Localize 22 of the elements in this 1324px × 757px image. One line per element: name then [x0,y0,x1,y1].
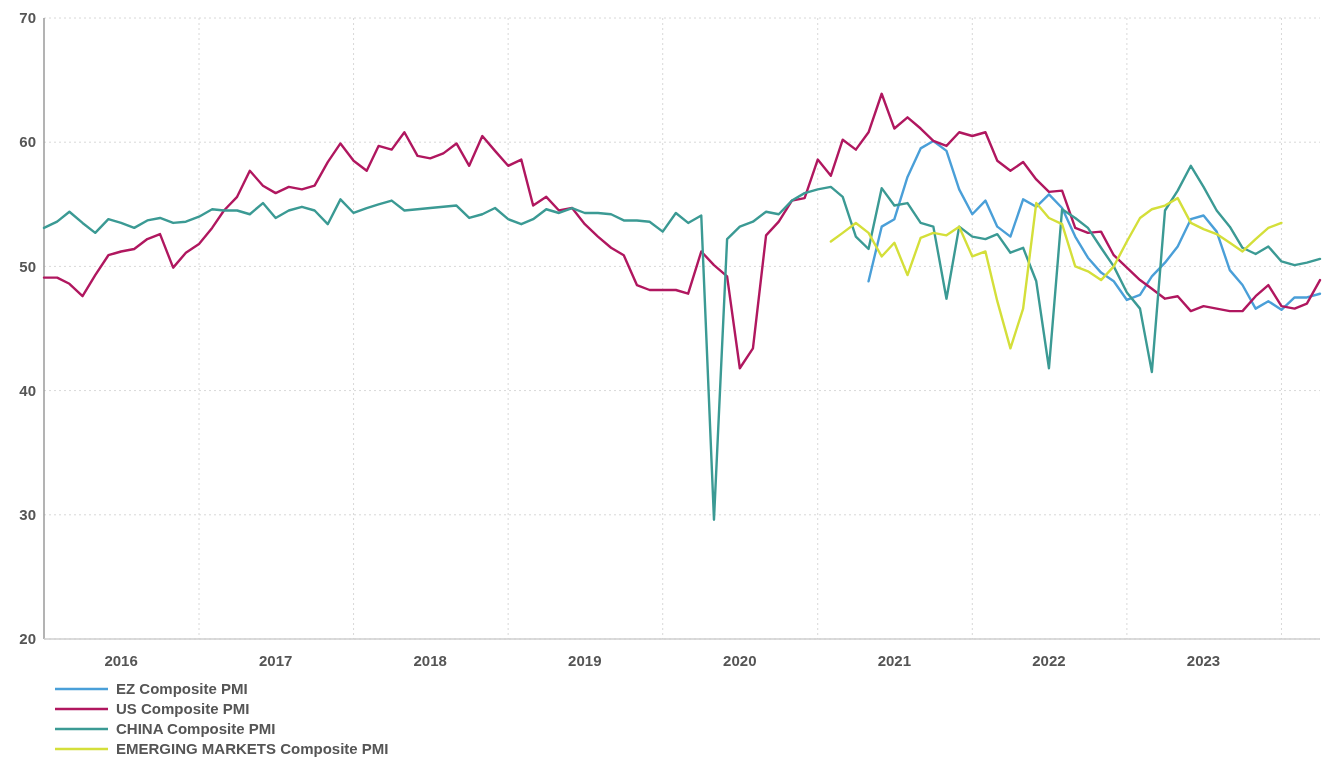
x-tick-label: 2022 [1032,652,1066,669]
line-series [42,164,1322,521]
y-tick-label: 40 [19,381,36,399]
legend-label: EZ Composite PMI [116,680,248,698]
y-tick-label: 60 [19,133,36,151]
x-tick-label: 2018 [413,652,447,669]
x-tick-label: 2023 [1186,652,1221,669]
legend-label: US Composite PMI [116,700,250,718]
x-tick-label: 2021 [877,652,912,669]
x-tick-label: 2016 [104,652,138,669]
line-series [867,139,1322,312]
y-tick-label: 50 [19,257,36,275]
line-series [42,92,1322,370]
x-tick-label: 2020 [723,652,757,669]
line-series [829,196,1283,350]
y-tick-label: 20 [19,630,36,648]
x-tick-label: 2017 [258,652,293,669]
x-tick-label: 2019 [568,652,602,669]
legend-label: CHINA Composite PMI [116,720,276,738]
y-tick-label: 30 [19,506,36,524]
y-tick-label: 70 [19,9,36,27]
legend-label: EMERGING MARKETS Composite PMI [116,740,389,757]
